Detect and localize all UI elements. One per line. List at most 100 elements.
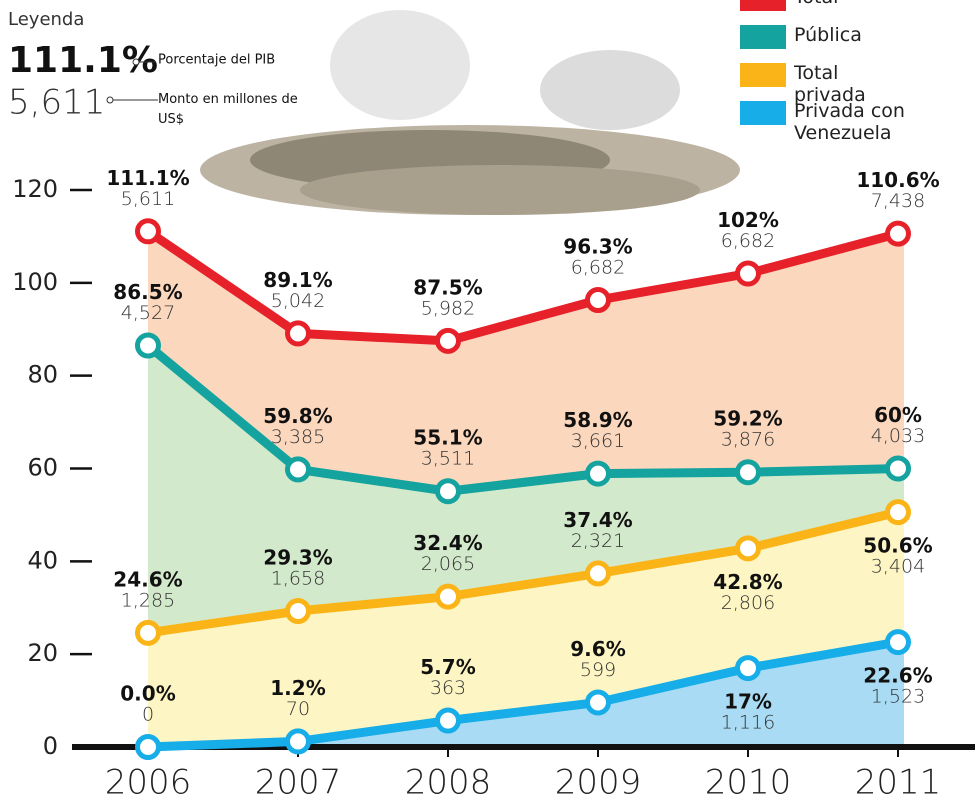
point: [588, 290, 609, 311]
point: [138, 221, 159, 242]
y-tick-label: 60: [27, 454, 58, 482]
point: [438, 586, 459, 607]
value-label: 29.3%: [263, 545, 332, 569]
amount-label: 70: [286, 698, 310, 720]
point: [738, 263, 759, 284]
y-tick-label: 20: [27, 639, 58, 667]
value-label: 111.1%: [106, 166, 189, 190]
amount-label: 5,042: [271, 290, 325, 312]
x-tick-label: 2009: [555, 763, 642, 803]
value-label: 59.8%: [263, 404, 332, 428]
amount-label: 363: [430, 677, 466, 699]
legend-swatch: [740, 25, 786, 49]
value-label: 58.9%: [563, 408, 632, 432]
value-label: 9.6%: [570, 637, 625, 661]
value-label: 102%: [717, 208, 779, 232]
legend-swatch: [740, 101, 786, 125]
legend-entry: Pública: [794, 24, 914, 46]
value-label: 86.5%: [113, 280, 182, 304]
amount-label: 7,438: [871, 190, 925, 212]
amount-label: 5,611: [121, 188, 175, 210]
amount-example: 5,611: [8, 83, 105, 123]
value-label: 87.5%: [413, 275, 482, 299]
amount-label: 3,511: [421, 448, 475, 470]
legend-entry: Privada con Venezuela: [794, 100, 914, 144]
amount-label: 4,527: [121, 302, 175, 324]
legend-key: Leyenda 111.1% Porcentaje del PIB 5,611 …: [8, 9, 298, 134]
x-tick-label: 2008: [405, 763, 492, 803]
percent-note: Porcentaje del PIB: [158, 53, 275, 68]
point: [888, 458, 909, 479]
point: [588, 463, 609, 484]
amount-label: 1,116: [721, 712, 775, 734]
amount-label: 3,661: [571, 430, 625, 452]
amount-label: 0: [142, 704, 154, 726]
point: [138, 335, 159, 356]
value-label: 60%: [874, 403, 922, 427]
y-tick-label: 0: [43, 732, 58, 760]
x-tick-label: 2006: [105, 763, 192, 803]
amount-label: 2,321: [571, 530, 625, 552]
value-label: 24.6%: [113, 567, 182, 591]
legend-swatch: [740, 0, 786, 11]
amount-label: 2,065: [421, 553, 475, 575]
value-label: 50.6%: [863, 534, 932, 558]
legend-key-title: Leyenda: [8, 9, 84, 30]
y-tick-label: 40: [27, 546, 58, 574]
value-label: 5.7%: [420, 655, 475, 679]
point: [588, 692, 609, 713]
amount-label: 3,404: [871, 556, 925, 578]
amount-label: 3,876: [721, 429, 775, 451]
amount-label: 2,806: [721, 592, 775, 614]
chart: Leyenda 111.1% Porcentaje del PIB 5,611 …: [0, 0, 977, 804]
amount-note: Monto en millones de US$: [158, 90, 298, 130]
value-label: 17%: [724, 690, 772, 714]
amount-label: 1,285: [121, 589, 175, 611]
amount-label: 4,033: [871, 425, 925, 447]
amount-label: 5,982: [421, 297, 475, 319]
point: [888, 223, 909, 244]
amount-label: 6,682: [721, 230, 775, 252]
y-tick-label: 80: [27, 361, 58, 389]
point: [288, 323, 309, 344]
point: [138, 737, 159, 758]
x-tick-label: 2010: [705, 763, 792, 803]
point: [288, 600, 309, 621]
value-label: 55.1%: [413, 426, 482, 450]
value-label: 42.8%: [713, 570, 782, 594]
value-label: 110.6%: [856, 168, 939, 192]
point: [438, 481, 459, 502]
point: [588, 563, 609, 584]
amount-label: 6,682: [571, 257, 625, 279]
y-tick-label: 120: [12, 175, 58, 203]
amount-label: 1,658: [271, 567, 325, 589]
point: [738, 658, 759, 679]
amount-label: 599: [580, 659, 616, 681]
connector-dot: [107, 97, 113, 103]
point: [288, 731, 309, 752]
value-label: 59.2%: [713, 407, 782, 431]
legend-entry: Total: [794, 0, 914, 8]
point: [888, 502, 909, 523]
legend-swatch: [740, 63, 786, 87]
amount-note-box: Monto en millones de US$: [158, 90, 298, 134]
value-label: 96.3%: [563, 235, 632, 259]
x-tick-label: 2007: [255, 763, 342, 803]
value-label: 0.0%: [120, 682, 175, 706]
point: [738, 538, 759, 559]
point: [138, 622, 159, 643]
x-tick-label: 2011: [855, 763, 942, 803]
connector-dot: [133, 59, 139, 65]
point: [888, 632, 909, 653]
value-label: 89.1%: [263, 268, 332, 292]
legend-entry-box: Privada con Venezuela: [794, 100, 974, 150]
amount-label: 3,385: [271, 426, 325, 448]
value-label: 22.6%: [863, 664, 932, 688]
value-label: 37.4%: [563, 508, 632, 532]
value-label: 1.2%: [270, 676, 325, 700]
amount-label: 1,523: [871, 686, 925, 708]
point: [288, 459, 309, 480]
point: [438, 710, 459, 731]
point: [738, 462, 759, 483]
